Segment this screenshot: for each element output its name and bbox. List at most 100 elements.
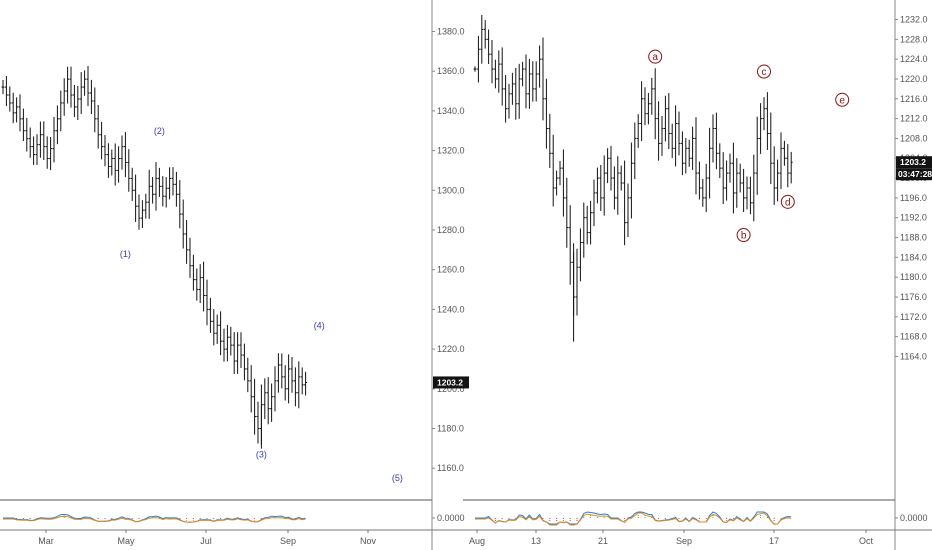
price-bar (490, 39, 494, 84)
y-tick-label: 1200.0 (437, 384, 465, 394)
right-time-axis: Aug 13 21 Sep 17 Oct (469, 530, 873, 546)
wave-label: d (780, 194, 795, 209)
price-bar (782, 140, 786, 166)
y-tick-label: 1168.0 (900, 332, 927, 342)
left-price-bars (1, 66, 308, 449)
price-bar (507, 83, 511, 119)
price-bar (786, 144, 790, 188)
price-bar (120, 135, 124, 170)
price-bar (178, 180, 182, 229)
y-tick-label: 1196.0 (900, 193, 927, 203)
price-bar (25, 118, 29, 152)
price-bar (161, 176, 165, 207)
last-price-tag: 1203.2 (433, 376, 469, 389)
price-bar (602, 155, 606, 216)
wave-label: a (648, 49, 663, 64)
price-bar (96, 104, 100, 149)
price-bar (585, 205, 589, 245)
price-bar (1, 79, 5, 95)
price-bar (538, 45, 542, 88)
price-bar (558, 160, 562, 186)
price-bar (735, 158, 739, 208)
wave-label: c (757, 64, 771, 79)
price-bar (45, 136, 49, 169)
price-bar (762, 97, 766, 131)
price-bar (772, 146, 776, 205)
wave-label-text: e (839, 95, 845, 106)
price-bar (473, 66, 477, 72)
right-price-bars (473, 14, 793, 342)
price-bar (670, 123, 674, 159)
indicator-line-blue (475, 511, 792, 525)
price-bar (253, 378, 257, 435)
x-tick-label: Sep (280, 536, 296, 546)
countdown-text: 03:47:28 (898, 169, 932, 179)
price-bar (779, 132, 783, 190)
price-bar (527, 58, 531, 109)
x-tick-label: Sep (676, 536, 692, 546)
y-tick-label: 1360.0 (437, 66, 465, 76)
price-bar (653, 68, 657, 140)
price-bar (246, 357, 250, 393)
price-bar (263, 378, 267, 420)
price-bar (578, 228, 582, 282)
price-bar (568, 205, 572, 285)
price-bar (497, 50, 501, 93)
price-bar (185, 219, 189, 264)
price-bar (83, 70, 87, 96)
price-bar (168, 167, 172, 200)
price-bar (191, 254, 195, 291)
wave-label-circle (835, 92, 850, 107)
price-bar (127, 149, 131, 192)
price-bar (510, 72, 514, 105)
price-bar (759, 103, 763, 154)
wave-label: (3) (256, 449, 267, 459)
price-bar (646, 92, 650, 125)
price-bar (514, 67, 518, 120)
price-bar (174, 171, 178, 207)
price-bar (300, 367, 304, 395)
price-bar (151, 177, 155, 204)
right-wave-labels: a b c d e (648, 49, 850, 243)
y-tick-label: 1212.0 (900, 114, 928, 124)
right-chart-panel: a b c d e 1232.0 1228.0 1224.0 1220.0 1216.0 1212… (463, 0, 932, 550)
price-bar (304, 371, 308, 396)
y-tick-label: 1220.0 (900, 74, 928, 84)
price-bar (544, 78, 548, 149)
wave-label: (5) (392, 473, 403, 483)
y-tick-label: 1320.0 (437, 146, 465, 156)
price-bar (49, 137, 53, 171)
y-tick-label: 1172.0 (900, 312, 927, 322)
x-tick-label: May (117, 536, 135, 546)
price-bar (293, 367, 297, 407)
price-bar (789, 151, 793, 184)
price-bar (687, 139, 691, 167)
price-bar (650, 77, 654, 115)
y-tick-label: 1188.0 (900, 233, 927, 243)
price-bar (636, 114, 640, 148)
wave-label: (1) (120, 249, 131, 259)
price-bar (270, 383, 274, 422)
price-bar (89, 79, 93, 115)
left-price-axis: 1380.0 1360.0 1340.0 1320.0 1300.0 1280.0 1260… (0, 0, 469, 550)
price-bar (130, 167, 134, 201)
price-bar (476, 35, 480, 83)
wave-label-text: b (741, 231, 747, 242)
price-bar (725, 160, 729, 201)
indicator-y-label: 0.0000 (437, 513, 465, 523)
price-bar (738, 163, 742, 193)
wave-label: e (835, 92, 850, 107)
price-bar (55, 105, 59, 145)
price-bar (708, 127, 712, 199)
indicator-line-orange (3, 515, 306, 523)
countdown-box (896, 168, 932, 181)
price-bar (616, 156, 620, 215)
price-bar (38, 121, 42, 158)
price-bar (208, 297, 212, 333)
price-bar (769, 112, 773, 185)
price-bar (110, 149, 114, 176)
wave-label-text: d (785, 197, 791, 208)
price-bar (582, 202, 586, 258)
price-bar (76, 85, 80, 121)
last-price-box (896, 156, 932, 169)
